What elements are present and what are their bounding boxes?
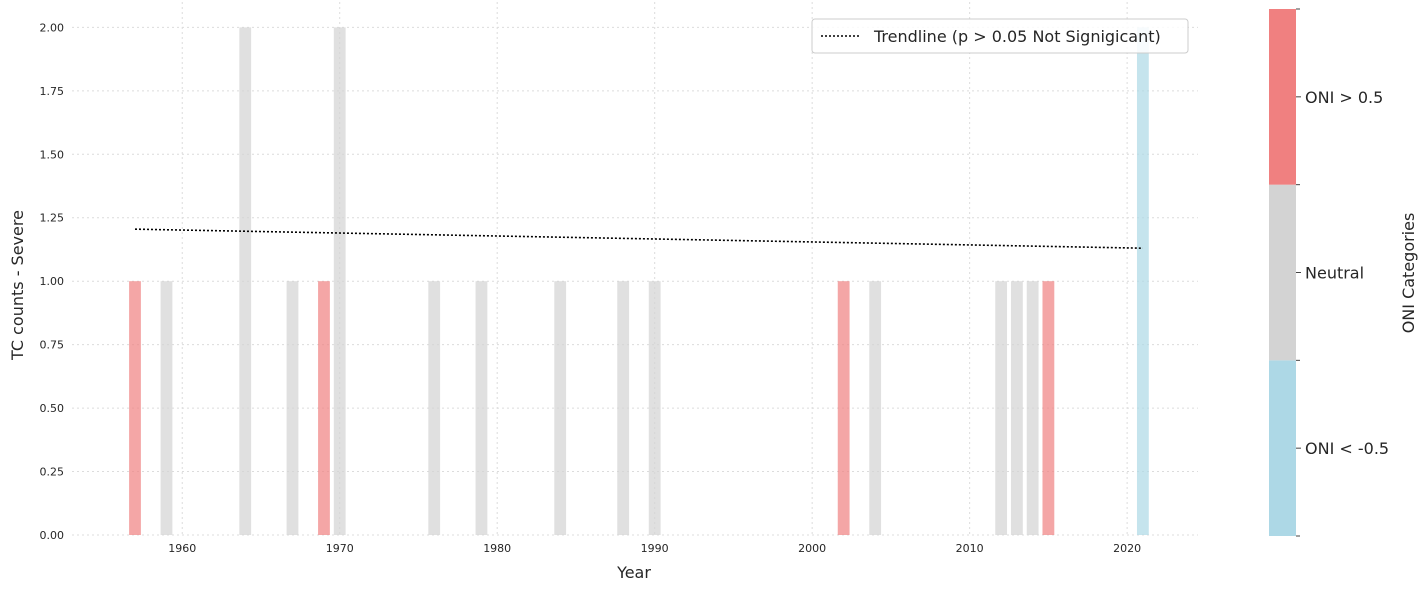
x-axis-label: Year (616, 563, 651, 582)
x-tick-label: 1970 (326, 542, 354, 555)
legend: Trendline (p > 0.05 Not Signigicant) (811, 18, 1189, 54)
colorbar-segments (1269, 9, 1296, 536)
trendline (134, 228, 1143, 249)
bars (129, 27, 1149, 536)
x-tick-label: 2000 (798, 542, 826, 555)
bar (475, 281, 488, 535)
bar (428, 281, 441, 535)
bar (333, 27, 346, 536)
colorbar-tick-label: Neutral (1305, 264, 1364, 283)
colorbar-segment (1269, 9, 1296, 185)
colorbar-label: ONI Categories (1399, 213, 1418, 334)
x-tick-labels: 1960 1970 1980 1990 2000 2010 2020 (168, 542, 1141, 555)
bar (869, 281, 882, 535)
y-tick-label: 1.25 (40, 212, 65, 225)
bar (1042, 281, 1055, 535)
trendline-layer (134, 228, 1143, 249)
x-tick-label: 2020 (1113, 542, 1141, 555)
bar (617, 281, 630, 535)
y-tick-labels: 0.00 0.25 0.50 0.75 1.00 1.25 1.50 1.75 2.00 (40, 21, 65, 542)
bar (286, 281, 299, 535)
colorbar-tick-label: ONI > 0.5 (1305, 88, 1383, 107)
y-tick-label: 1.75 (40, 85, 65, 98)
bar (554, 281, 567, 535)
bar (648, 281, 661, 535)
y-tick-label: 0.50 (40, 402, 65, 415)
x-tick-label: 1980 (483, 542, 511, 555)
y-tick-label: 0.25 (40, 466, 65, 479)
y-tick-label: 2.00 (40, 21, 65, 34)
colorbar: ONI < -0.5 Neutral ONI > 0.5 ONI Categorie… (1269, 8, 1418, 537)
y-tick-label: 0.00 (40, 529, 65, 542)
y-tick-label: 0.75 (40, 339, 65, 352)
bar (129, 281, 141, 535)
x-tick-label: 1960 (168, 542, 196, 555)
bar (1026, 281, 1039, 535)
legend-trendline-label: Trendline (p > 0.05 Not Signigicant) (873, 27, 1161, 46)
y-tick-label: 1.00 (40, 275, 65, 288)
x-tick-label: 1990 (641, 542, 669, 555)
y-axis-label: TC counts - Severe (8, 210, 27, 361)
colorbar-tick-label: ONI < -0.5 (1305, 439, 1389, 458)
bar (239, 27, 252, 536)
bar (1010, 281, 1023, 535)
bar (1136, 27, 1149, 536)
bar (160, 281, 173, 535)
legend-box (811, 18, 1189, 54)
bar (318, 281, 330, 535)
bar (995, 281, 1008, 535)
colorbar-ticks: ONI < -0.5 Neutral ONI > 0.5 (1296, 8, 1389, 537)
y-tick-label: 1.50 (40, 148, 65, 161)
bar (837, 281, 850, 535)
colorbar-segment (1269, 360, 1296, 536)
colorbar-segment (1269, 184, 1296, 361)
x-tick-label: 2010 (956, 542, 984, 555)
